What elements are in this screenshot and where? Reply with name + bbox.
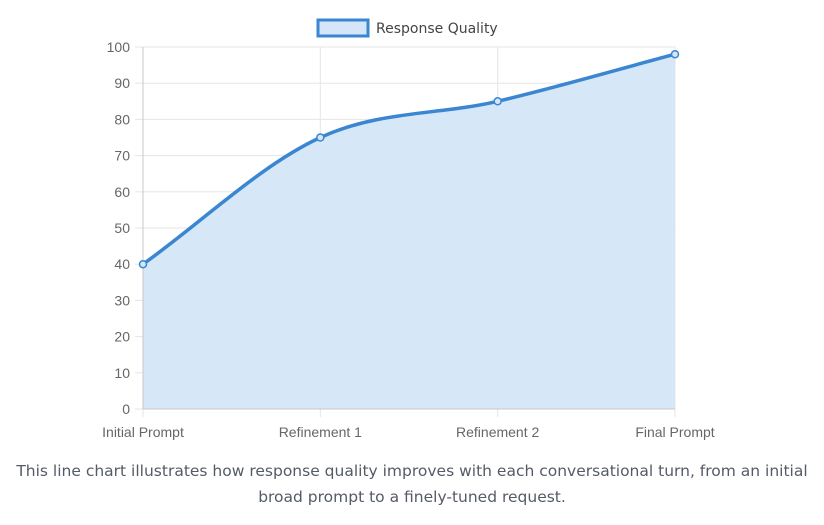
series-line [141, 52, 677, 266]
y-tick-label: 0 [122, 401, 130, 417]
data-points [138, 49, 680, 269]
legend-swatch[interactable] [316, 18, 370, 38]
area-fill [143, 54, 675, 410]
x-axis-tick-labels: Initial Prompt Refinement 1 Refinement 2 Fi… [102, 424, 715, 440]
legend-label[interactable]: Response Quality [376, 21, 498, 37]
y-tick-label: 30 [114, 292, 130, 308]
area-fill-path [143, 54, 675, 410]
data-point[interactable] [316, 133, 325, 142]
y-tick-label: 90 [114, 75, 130, 91]
x-tick-label: Refinement 2 [456, 424, 539, 440]
axes [142, 47, 675, 410]
data-point[interactable] [138, 259, 148, 269]
x-tick-label: Refinement 1 [279, 424, 362, 440]
y-tick-label: 20 [114, 329, 130, 345]
line-chart: 0 10 20 30 40 50 60 70 80 90 100 Initial Prompt Ref… [102, 18, 715, 440]
y-axis-tick-labels: 0 10 20 30 40 50 60 70 80 90 100 [107, 39, 131, 417]
x-tick-label: Initial Prompt [102, 424, 184, 440]
y-tick-label: 50 [114, 220, 130, 236]
y-tick-label: 40 [114, 256, 130, 272]
data-point[interactable] [670, 49, 680, 59]
legend[interactable]: Response Quality [316, 18, 498, 38]
caption-text: This line chart illustrates how response… [16, 462, 808, 506]
y-tick-label: 80 [114, 111, 130, 127]
y-tick-label: 60 [114, 184, 130, 200]
x-tick-label: Final Prompt [635, 424, 714, 440]
y-tick-label: 70 [114, 148, 130, 164]
data-point[interactable] [493, 97, 502, 106]
chart-canvas: 0 10 20 30 40 50 60 70 80 90 100 Initial Prompt Ref… [102, 18, 715, 440]
y-tick-label: 100 [107, 39, 131, 55]
series-line-path [141, 52, 677, 266]
y-tick-label: 10 [114, 365, 130, 381]
chart-caption: This line chart illustrates how response… [0, 458, 824, 510]
